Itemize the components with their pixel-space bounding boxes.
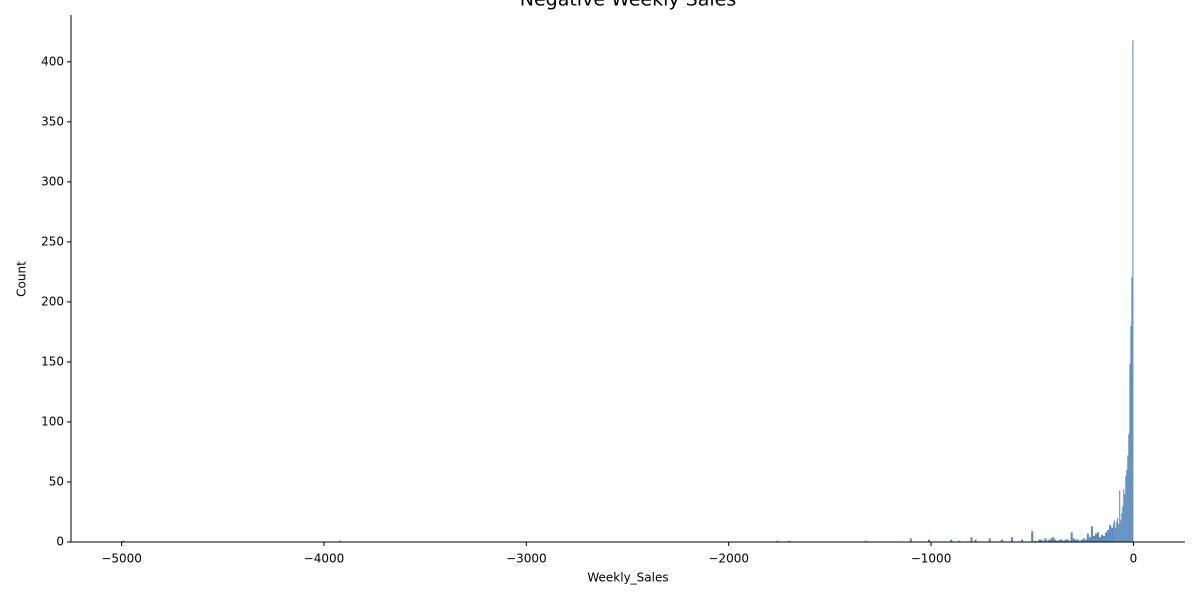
bar <box>1046 540 1049 542</box>
bar <box>970 537 973 542</box>
bar <box>1128 433 1130 542</box>
bar <box>1124 493 1126 542</box>
bar <box>1123 489 1125 542</box>
bar <box>1126 469 1128 542</box>
bar <box>1068 540 1071 542</box>
bar <box>1062 540 1065 542</box>
chart-title: Negative Weekly Sales <box>520 0 737 11</box>
bar <box>1031 531 1034 542</box>
bar <box>1042 540 1045 542</box>
bar <box>1086 533 1089 542</box>
bar <box>1021 539 1024 542</box>
bar <box>1038 539 1041 542</box>
bar <box>121 540 125 542</box>
bar <box>1074 539 1077 542</box>
y-tick-label: 150 <box>41 354 64 368</box>
bar <box>1120 520 1122 542</box>
y-tick-label: 0 <box>56 535 64 549</box>
bar <box>1040 539 1043 542</box>
bar <box>1044 538 1047 542</box>
bar <box>865 540 868 542</box>
y-tick-label: 300 <box>41 174 64 188</box>
bar <box>1066 539 1069 542</box>
bar <box>958 540 961 542</box>
x-tick-label: −4000 <box>304 552 345 566</box>
bar <box>1054 539 1057 542</box>
bar <box>788 540 791 542</box>
bar <box>909 538 912 542</box>
bar <box>1101 534 1104 542</box>
bar <box>1080 539 1083 542</box>
x-tick-label: −3000 <box>506 552 547 566</box>
bar <box>1096 532 1099 542</box>
bar <box>1114 520 1116 542</box>
bar <box>1098 537 1102 542</box>
bar <box>974 539 977 542</box>
bar <box>1052 537 1055 542</box>
bar <box>776 540 779 542</box>
bar <box>1094 533 1097 542</box>
bar <box>1131 276 1133 542</box>
bar <box>1050 538 1053 542</box>
bar <box>1072 538 1075 542</box>
bar <box>1109 525 1112 542</box>
bar <box>1115 527 1117 542</box>
bar <box>1034 540 1037 542</box>
bar <box>1111 527 1114 542</box>
bar <box>1076 539 1079 542</box>
bar <box>1082 538 1085 542</box>
bar <box>950 539 953 542</box>
y-axis-label: Count <box>15 261 29 297</box>
bar <box>1092 535 1095 542</box>
bar <box>1118 523 1120 542</box>
bar <box>1105 532 1108 542</box>
bar <box>1048 539 1051 542</box>
bar <box>928 539 931 542</box>
bar <box>1078 540 1081 542</box>
bar <box>1121 513 1123 542</box>
bar <box>1130 325 1132 542</box>
y-tick-label: 200 <box>41 294 64 308</box>
bar <box>1058 539 1061 542</box>
bar <box>1064 539 1067 542</box>
x-tick-label: −1000 <box>911 552 952 566</box>
bar <box>1084 539 1087 542</box>
x-axis-label: Weekly_Sales <box>587 571 668 585</box>
bar <box>1103 535 1106 542</box>
bar <box>988 538 991 542</box>
x-tick-label: 0 <box>1130 552 1138 566</box>
bar <box>1107 529 1110 542</box>
bar <box>1129 364 1131 542</box>
bar <box>1132 40 1134 543</box>
bar <box>1088 537 1091 542</box>
bar <box>1119 490 1121 542</box>
bar <box>1000 539 1003 542</box>
bar <box>1113 522 1115 542</box>
y-tick-label: 250 <box>41 234 64 248</box>
x-tick-label: −5000 <box>101 552 142 566</box>
bar <box>1127 455 1129 542</box>
x-tick-label: −2000 <box>708 552 749 566</box>
bar <box>1090 526 1093 542</box>
y-tick-label: 100 <box>41 414 64 428</box>
bar <box>1117 517 1119 542</box>
bar <box>1122 505 1124 542</box>
bar <box>339 540 342 542</box>
y-tick-label: 50 <box>49 474 64 488</box>
y-tick-label: 400 <box>41 54 64 68</box>
bar <box>1060 539 1063 542</box>
bar <box>1056 540 1059 542</box>
bar <box>1010 537 1013 542</box>
bar <box>1125 475 1127 542</box>
bar <box>1116 521 1118 542</box>
bar <box>1070 532 1073 542</box>
y-tick-label: 350 <box>41 114 64 128</box>
